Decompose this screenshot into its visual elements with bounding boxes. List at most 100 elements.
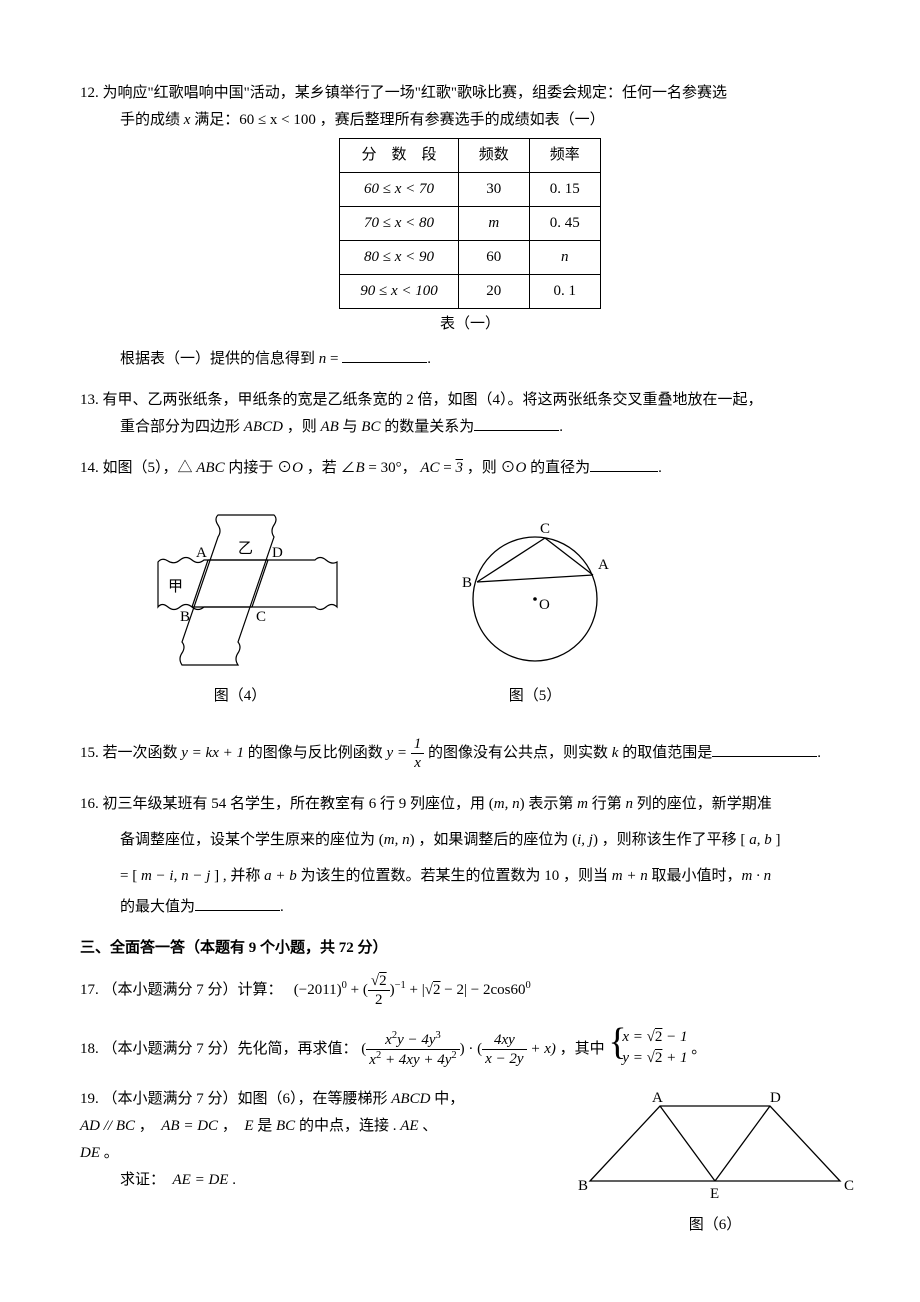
q19-bc: BC [276,1118,295,1134]
cell: m [458,207,529,241]
q12-num: 12. [80,85,99,101]
cell: n [529,241,600,275]
q16-t3b: ] , 并称 [210,868,264,884]
cell: 20 [458,275,529,309]
q16-mn: m, n [494,796,520,812]
cell: 70 ≤ x < 80 [340,207,459,241]
table-row: 60 ≤ x < 70 30 0. 15 [340,173,601,207]
blank [195,896,280,911]
blank [590,457,658,472]
figure-4: A D B C 甲 乙 图（4） [140,507,340,710]
q13-bc: BC [361,419,380,435]
question-14: 14. 如图（5），△ ABC 内接于 ⊙O ，若 ∠B = 30°， AC =… [80,455,860,482]
q18-system: x = √2 − 1 y = √2 + 1 [608,1027,687,1072]
q16-mdotn: m · n [742,868,772,884]
q16-t2c: ) ，则称该生作了平移 [ [593,832,749,848]
cell: 80 ≤ x < 90 [340,241,459,275]
q14-o: O [292,460,303,476]
q14-t3: ，若 ∠ [303,460,356,476]
q15-num: 15. [80,745,99,761]
q18-f4: ，其中 [560,1041,609,1057]
cell: 30 [458,173,529,207]
cell: 90 ≤ x < 100 [340,275,459,309]
q19-l3: 。 [100,1145,119,1161]
blank [342,348,427,363]
q16-minj: m − i, n − j [141,868,210,884]
q19-l2b: ， [135,1118,161,1134]
label-o: O [539,597,550,613]
q14-abc: ABC [193,460,225,476]
q14-t1: 如图（5），△ [103,460,193,476]
q14-num: 14. [80,460,99,476]
q15-t3: 的图像没有公共点，则实数 [424,745,612,761]
q17-label: （本小题满分 7 分）计算： [103,982,291,998]
q13-num: 13. [80,392,99,408]
label-b: B [578,1178,588,1194]
question-13: 13. 有甲、乙两张纸条，甲纸条的宽是乙纸条宽的 2 倍，如图（4）。将这两张纸… [80,387,860,441]
q16-t1: 初三年级某班有 54 名学生，所在教室有 6 行 9 列座位，用 ( [103,796,494,812]
table-caption: 表（一） [80,311,860,338]
q16-t3d: 取最小值时， [648,868,742,884]
q15-eq1: y = kx + 1 [181,745,244,761]
q19-text: 19. （本小题满分 7 分）如图（6），在等腰梯形 ABCD 中， AD //… [80,1086,540,1194]
cell: 60 ≤ x < 70 [340,173,459,207]
label-c: C [540,521,550,537]
q19-abcd: ABCD [391,1091,430,1107]
q19-l2c: AB = DC [161,1118,218,1134]
q18-f5: 。 [691,1041,706,1057]
q16-n: n [625,796,633,812]
q13-abcd: ABCD [244,419,283,435]
q14-t4: = 30°， [365,460,421,476]
q19-num: 19. [80,1091,99,1107]
q13-text2d: 的数量关系为 [380,419,474,435]
cell: 0. 1 [529,275,600,309]
q19-l2f: 的中点，连接 . [295,1118,400,1134]
q14-ac: AC [420,460,439,476]
label-jia: 甲 [168,579,183,595]
q19-l2e: 是 [254,1118,277,1134]
q19-de: DE [80,1145,100,1161]
q19-l2g: 、 [419,1118,438,1134]
table-row: 70 ≤ x < 80 m 0. 45 [340,207,601,241]
q16-t3c: 为该生的位置数。若某生的位置数为 10 ，则当 [297,868,612,884]
label-c: C [844,1178,854,1194]
q14-t7: 的直径为 [526,460,590,476]
table-row: 分 数 段 频数 频率 [340,139,601,173]
q19-l2d: ， [218,1118,244,1134]
q16-t1d: 列的座位，新学期准 [633,796,772,812]
label-a: A [598,557,609,573]
q16-aplusb: a + b [264,868,297,884]
q17-num: 17. [80,982,99,998]
figure-4-caption: 图（4） [140,683,340,710]
label-b: B [462,575,472,591]
q16-ij: i, j [577,832,593,848]
th-segment: 分 数 段 [340,139,459,173]
q14-b: B [355,460,364,476]
question-18: 18. （本小题满分 7 分）先化简，再求值： (x2y − 4y3x2 + 4… [80,1027,860,1072]
q12-text2a: 手的成绩 [120,112,184,128]
q14-o2: O [516,460,527,476]
blank [474,416,559,431]
q14-sqrt3: 3 [456,460,464,476]
q15-t4: 的取值范围是 [618,745,712,761]
q14-t8: . [658,460,662,476]
section-3-title: 三、全面答一答（本题有 9 个小题，共 72 分） [80,935,860,962]
q13-text2c: 与 [339,419,362,435]
label-e: E [710,1186,719,1202]
q16-t1c: 行第 [588,796,626,812]
q18-formula: (x2y − 4y3x2 + 4xy + 4y2) · (4xyx − 2y +… [361,1041,559,1057]
q12-text3c: . [427,351,431,367]
label-d: D [272,545,283,561]
q13-text1: 有甲、乙两张纸条，甲纸条的宽是乙纸条宽的 2 倍，如图（4）。将这两张纸条交叉重… [103,392,763,408]
cell: 60 [458,241,529,275]
q19-prove-c: . [228,1172,236,1188]
figure-5-svg: B C A O [440,517,630,677]
figure-6-caption: 图（6） [570,1212,860,1239]
q12-text3a: 根据表（一）提供的信息得到 [120,351,319,367]
q15-t5: . [817,745,821,761]
q19-prove-a: 求证： [120,1172,173,1188]
q16-t4a: 的最大值为 [120,899,195,915]
q15-eq2: y = 1x [387,745,425,761]
q16-m: m [577,796,588,812]
q16-t2d: ] [772,832,781,848]
